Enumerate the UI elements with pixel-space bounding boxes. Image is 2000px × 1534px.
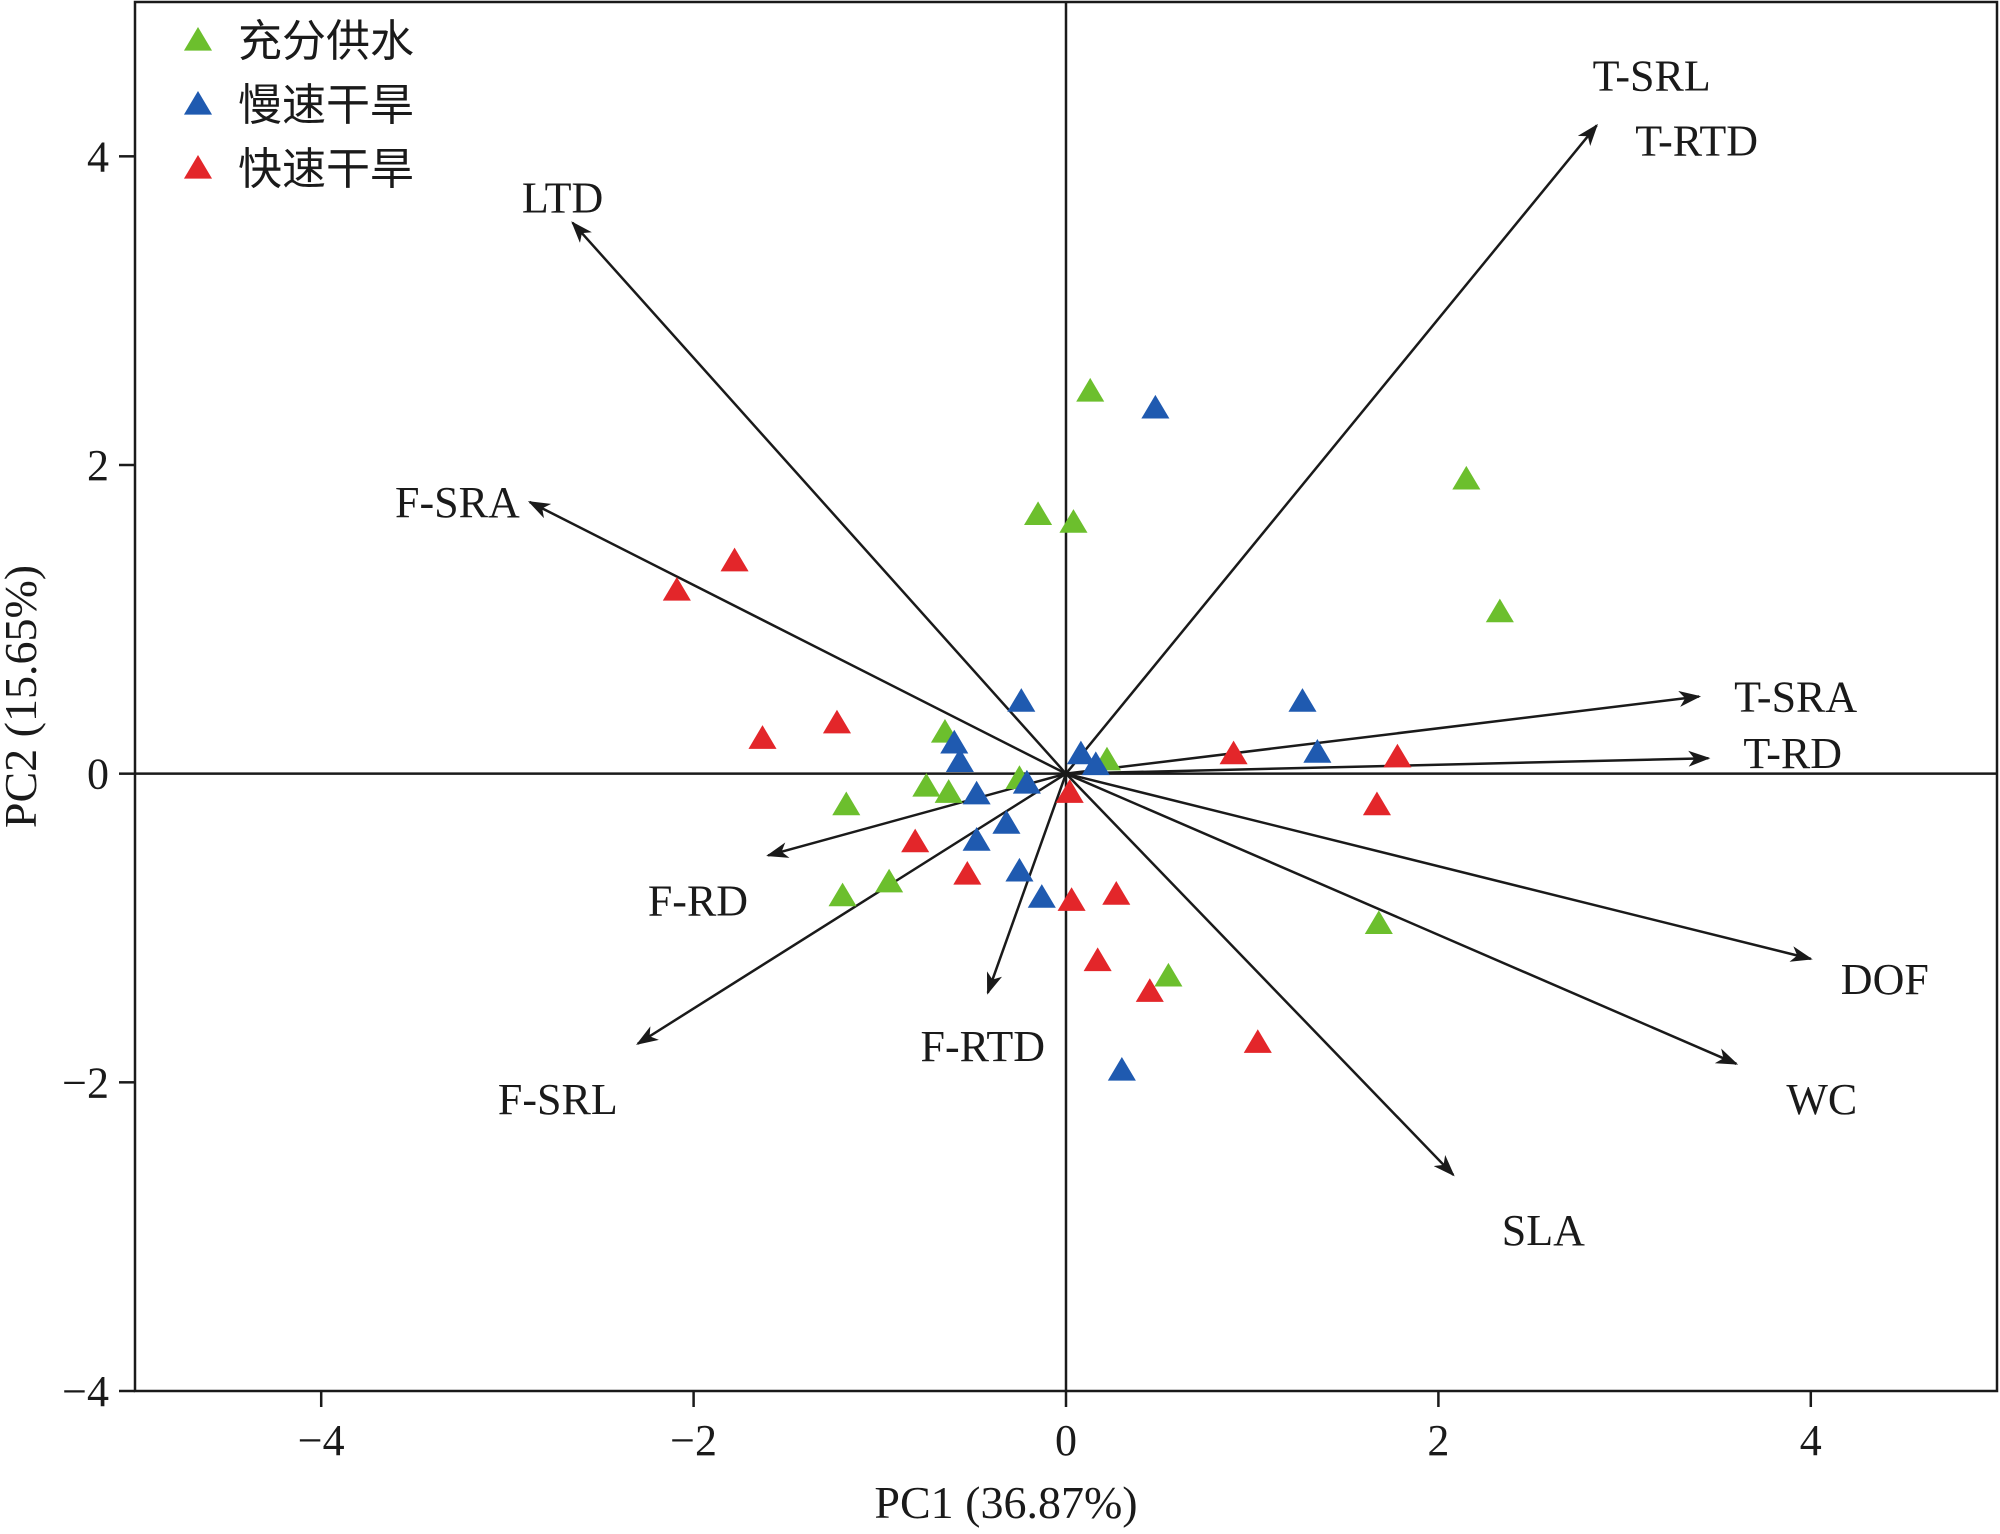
legend-marker — [183, 91, 213, 115]
loading-arrow-wc — [1065, 772, 1739, 1065]
data-point — [1012, 769, 1041, 794]
data-point — [1135, 978, 1164, 1002]
data-point — [962, 827, 991, 851]
loading-label-dof: DOF — [1841, 955, 1929, 1004]
y-tick-label: 4 — [87, 132, 109, 181]
data-point — [945, 748, 974, 772]
data-point — [1303, 739, 1332, 763]
data-point — [1066, 740, 1095, 765]
legend-label: 快速干旱 — [238, 144, 414, 195]
x-tick-label: 2 — [1427, 1416, 1449, 1465]
series-1 — [940, 394, 1332, 1081]
loading-arrow-f-srl — [636, 772, 1067, 1045]
x-tick-label: 4 — [1800, 1416, 1822, 1465]
data-point — [1005, 857, 1034, 882]
y-tick-label: −4 — [62, 1367, 109, 1416]
data-point — [940, 729, 969, 754]
data-point — [934, 779, 963, 803]
data-point — [822, 709, 852, 734]
data-point — [1141, 394, 1170, 419]
loading-arrow-t-sra — [1065, 690, 1702, 775]
loading-label-f-rtd: F-RTD — [921, 1022, 1045, 1071]
y-tick-label: 0 — [87, 750, 109, 799]
data-point — [1055, 779, 1084, 803]
loading-label-wc: WC — [1786, 1075, 1857, 1124]
data-point — [1107, 1056, 1136, 1081]
data-point — [901, 828, 930, 853]
data-point — [1383, 743, 1412, 768]
data-point — [1485, 598, 1514, 623]
data-point — [992, 810, 1021, 834]
data-point — [953, 860, 982, 885]
loading-arrow-dof — [1065, 772, 1813, 962]
data-point — [1219, 740, 1248, 765]
data-point — [1154, 962, 1183, 987]
data-point — [1076, 377, 1105, 402]
data-point — [1288, 688, 1317, 712]
x-tick-label: −4 — [298, 1416, 345, 1465]
loading-label-f-sra: F-SRA — [395, 478, 520, 527]
loading-arrow-f-sra — [527, 500, 1067, 775]
y-tick-label: −2 — [62, 1058, 109, 1107]
legend-marker — [183, 155, 213, 179]
legend-label: 慢速干旱 — [238, 80, 414, 131]
legend-marker — [183, 27, 213, 51]
data-point — [912, 773, 941, 797]
loading-arrow-ltd — [571, 221, 1067, 775]
data-point — [1102, 881, 1131, 905]
loading-label-t-sra: T-SRA — [1734, 673, 1857, 722]
x-tick-label: −2 — [670, 1416, 717, 1465]
data-point — [1081, 751, 1110, 776]
x-axis-title: PC1 (36.87%) — [874, 1477, 1137, 1528]
loading-arrow-f-rtd — [986, 773, 1068, 995]
y-axis-title: PC2 (15.65%) — [0, 565, 46, 828]
data-point — [1083, 947, 1112, 972]
y-tick-label: 2 — [87, 441, 109, 490]
loading-arrow-sla — [1065, 772, 1455, 1177]
data-point — [748, 725, 777, 749]
data-point — [1362, 791, 1391, 816]
data-point — [1027, 884, 1056, 908]
data-point — [1452, 465, 1481, 490]
data-point — [832, 791, 861, 816]
data-point — [875, 868, 904, 893]
loading-arrow-t-srl — [1065, 123, 1598, 775]
loading-label-ltd: LTD — [522, 174, 604, 223]
loading-label-f-rd: F-RD — [648, 876, 748, 925]
loading-label-sla: SLA — [1502, 1206, 1585, 1255]
data-point — [1364, 910, 1393, 935]
loading-label-f-srl: F-SRL — [498, 1075, 618, 1124]
loading-label-t-rd: T-RD — [1743, 729, 1842, 778]
data-point — [1243, 1029, 1272, 1053]
loading-label-t-rtd: T-RTD — [1635, 116, 1758, 165]
data-point — [828, 882, 857, 907]
x-tick-label: 0 — [1055, 1416, 1077, 1465]
series-0 — [828, 377, 1514, 987]
data-point — [962, 780, 991, 805]
data-point — [1024, 501, 1053, 526]
data-point — [1057, 887, 1086, 911]
series-2 — [662, 547, 1412, 1053]
data-point — [1059, 509, 1088, 533]
data-point — [720, 547, 749, 572]
data-point — [662, 577, 691, 601]
legend-label: 充分供水 — [238, 16, 414, 67]
loading-label-t-srl: T-SRL — [1593, 51, 1711, 100]
data-point — [1007, 688, 1036, 712]
